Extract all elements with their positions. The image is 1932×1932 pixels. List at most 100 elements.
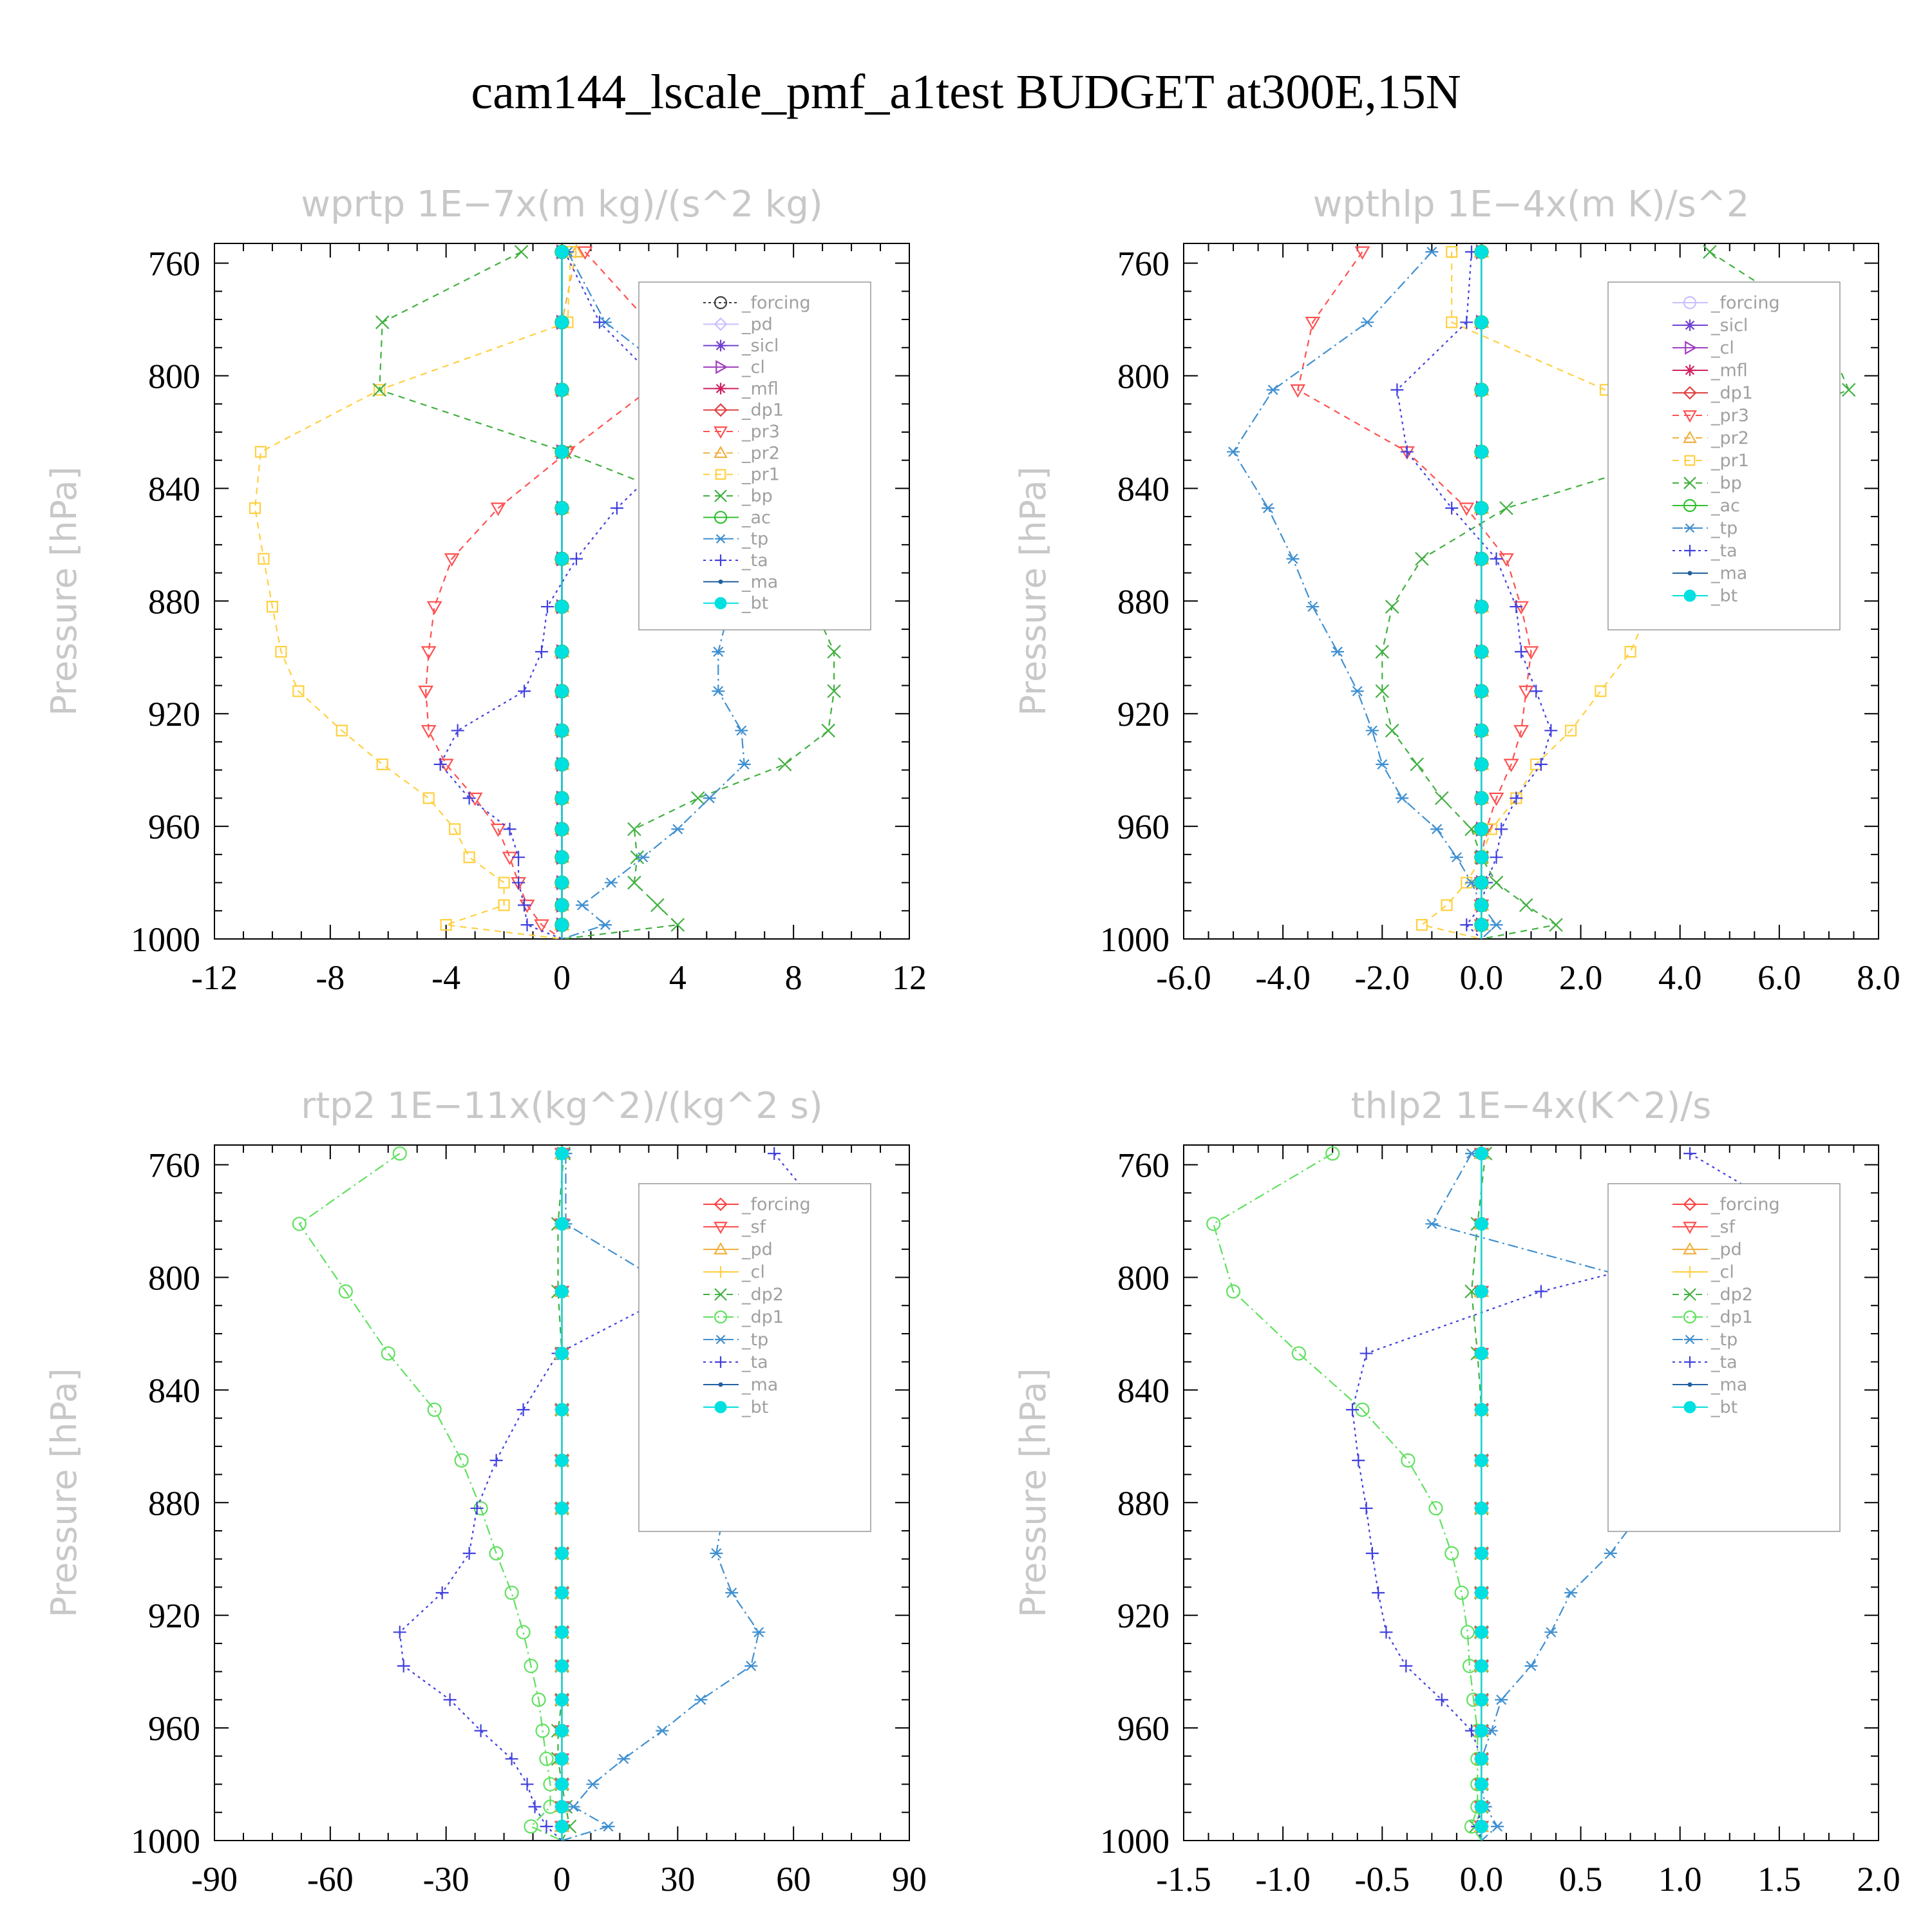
y-axis-label: Pressure [hPa] [1013,466,1054,715]
legend-marker [1683,410,1697,423]
legend-marker [715,360,728,374]
legend-label: _pr3 [1710,406,1749,426]
data-point [712,686,725,697]
panel-thlp2: thlp2 1E−4x(K^2)/s Pressure [hPa] 760 800 84… [1013,1085,1900,1899]
legend-item-bt: _bt [703,1397,768,1417]
y-tick-label: 840 [148,1371,200,1410]
data-point [555,757,569,772]
legend-item-forcing: _forcing [703,1195,811,1215]
legend-label: _cl [1710,338,1734,358]
data-point [670,918,685,932]
legend-label: _bp [1710,473,1742,493]
data-point [1379,1625,1393,1639]
legend-label: _bp [741,486,773,506]
data-point [249,502,261,515]
data-point [703,793,716,804]
series-bt [1474,245,1488,939]
legend-label: _bt [1710,1397,1738,1417]
data-point [555,822,569,836]
data-point [1444,1546,1459,1561]
y-tick-label: 1000 [131,1822,200,1861]
legend-label: _cl [741,1262,765,1282]
data-point [1454,1586,1469,1600]
panel-title: thlp2 1E−4x(K^2)/s [1351,1085,1712,1127]
data-point [555,1403,569,1417]
y-tick-label: 1000 [1100,1822,1170,1861]
data-point [1460,918,1473,932]
data-point [266,600,279,613]
legend-label: _tp [1710,1330,1738,1350]
data-point [393,1625,406,1639]
legend-marker [714,1242,728,1255]
y-tick-label: 800 [148,1259,200,1298]
x-tick-label: 30 [660,1860,695,1899]
data-point [1460,1625,1475,1640]
x-tick-label: -6.0 [1156,958,1211,997]
data-point [1416,919,1428,931]
y-tick-label: 760 [1117,1146,1170,1185]
y-tick-label: 880 [148,582,200,621]
legend-label: _dp1 [1710,1307,1753,1327]
legend-item-ta: _ta [1672,541,1738,561]
x-tick-label: 0.0 [1460,958,1504,997]
data-point [627,822,641,837]
data-point [1361,317,1374,328]
data-point [1474,501,1488,515]
data-point [555,1586,569,1600]
y-tick-label: 800 [1117,357,1170,396]
x-tick-label: -60 [307,1860,354,1899]
series-line [425,251,650,939]
legend-marker [1687,1382,1692,1387]
data-point [1450,852,1463,863]
y-tick-label: 880 [148,1484,200,1522]
data-point [1425,1218,1439,1229]
data-point [1365,1547,1379,1560]
data-point [1544,1627,1558,1638]
legend-item-ta: _ta [703,551,768,571]
data-point [737,759,751,770]
data-point [1683,1147,1697,1160]
data-point [1490,552,1503,565]
data-point [426,601,442,615]
data-point [1346,1403,1359,1417]
data-point [1434,791,1449,806]
data-point [418,685,434,699]
x-tick-label: 2.0 [1559,958,1603,997]
legend-marker [1683,386,1697,400]
data-point [1474,552,1488,566]
legend-label: _ta [741,1352,768,1372]
data-point [1365,725,1379,736]
data-point [518,685,531,698]
series-pr3 [418,246,657,939]
data-point [1350,686,1364,697]
legend-label: _pr2 [1710,428,1749,448]
legend-marker [1685,341,1698,355]
legend-marker [1684,1356,1696,1368]
data-point [1474,898,1488,913]
legend-label: _ta [741,551,768,571]
legend-marker [1684,523,1696,533]
legend: _forcing_sf _pd_cl _dp2_dp1 _tp_ta _ma_bt [1607,1183,1841,1532]
series-bt [555,245,569,939]
legend-label: _bt [741,594,768,614]
legend-marker [714,511,728,524]
legend-item-ac: _ac [703,507,771,527]
legend-item-pd: _pd [703,1240,773,1260]
data-point [555,1146,569,1160]
legend-item-pr2: _pr2 [703,443,780,463]
data-point [1518,685,1534,699]
data-point [1515,645,1528,659]
legend-label: _cl [741,357,765,377]
data-point [489,1546,504,1561]
legend-item-dp1: _dp1 [1672,383,1753,403]
legend-label: _forcing [1710,1195,1780,1215]
data-point [636,852,650,863]
legend-item-ta: _ta [1672,1352,1738,1372]
legend-marker [718,579,723,584]
data-point [1410,757,1425,772]
data-point [710,1548,723,1558]
legend: _forcing _sicl_cl _mfl_dp1 _pr3_pr2 _pr1_bp _… [1607,281,1841,630]
legend-label: _ta [1710,1352,1738,1372]
series-ta [1390,245,1558,939]
